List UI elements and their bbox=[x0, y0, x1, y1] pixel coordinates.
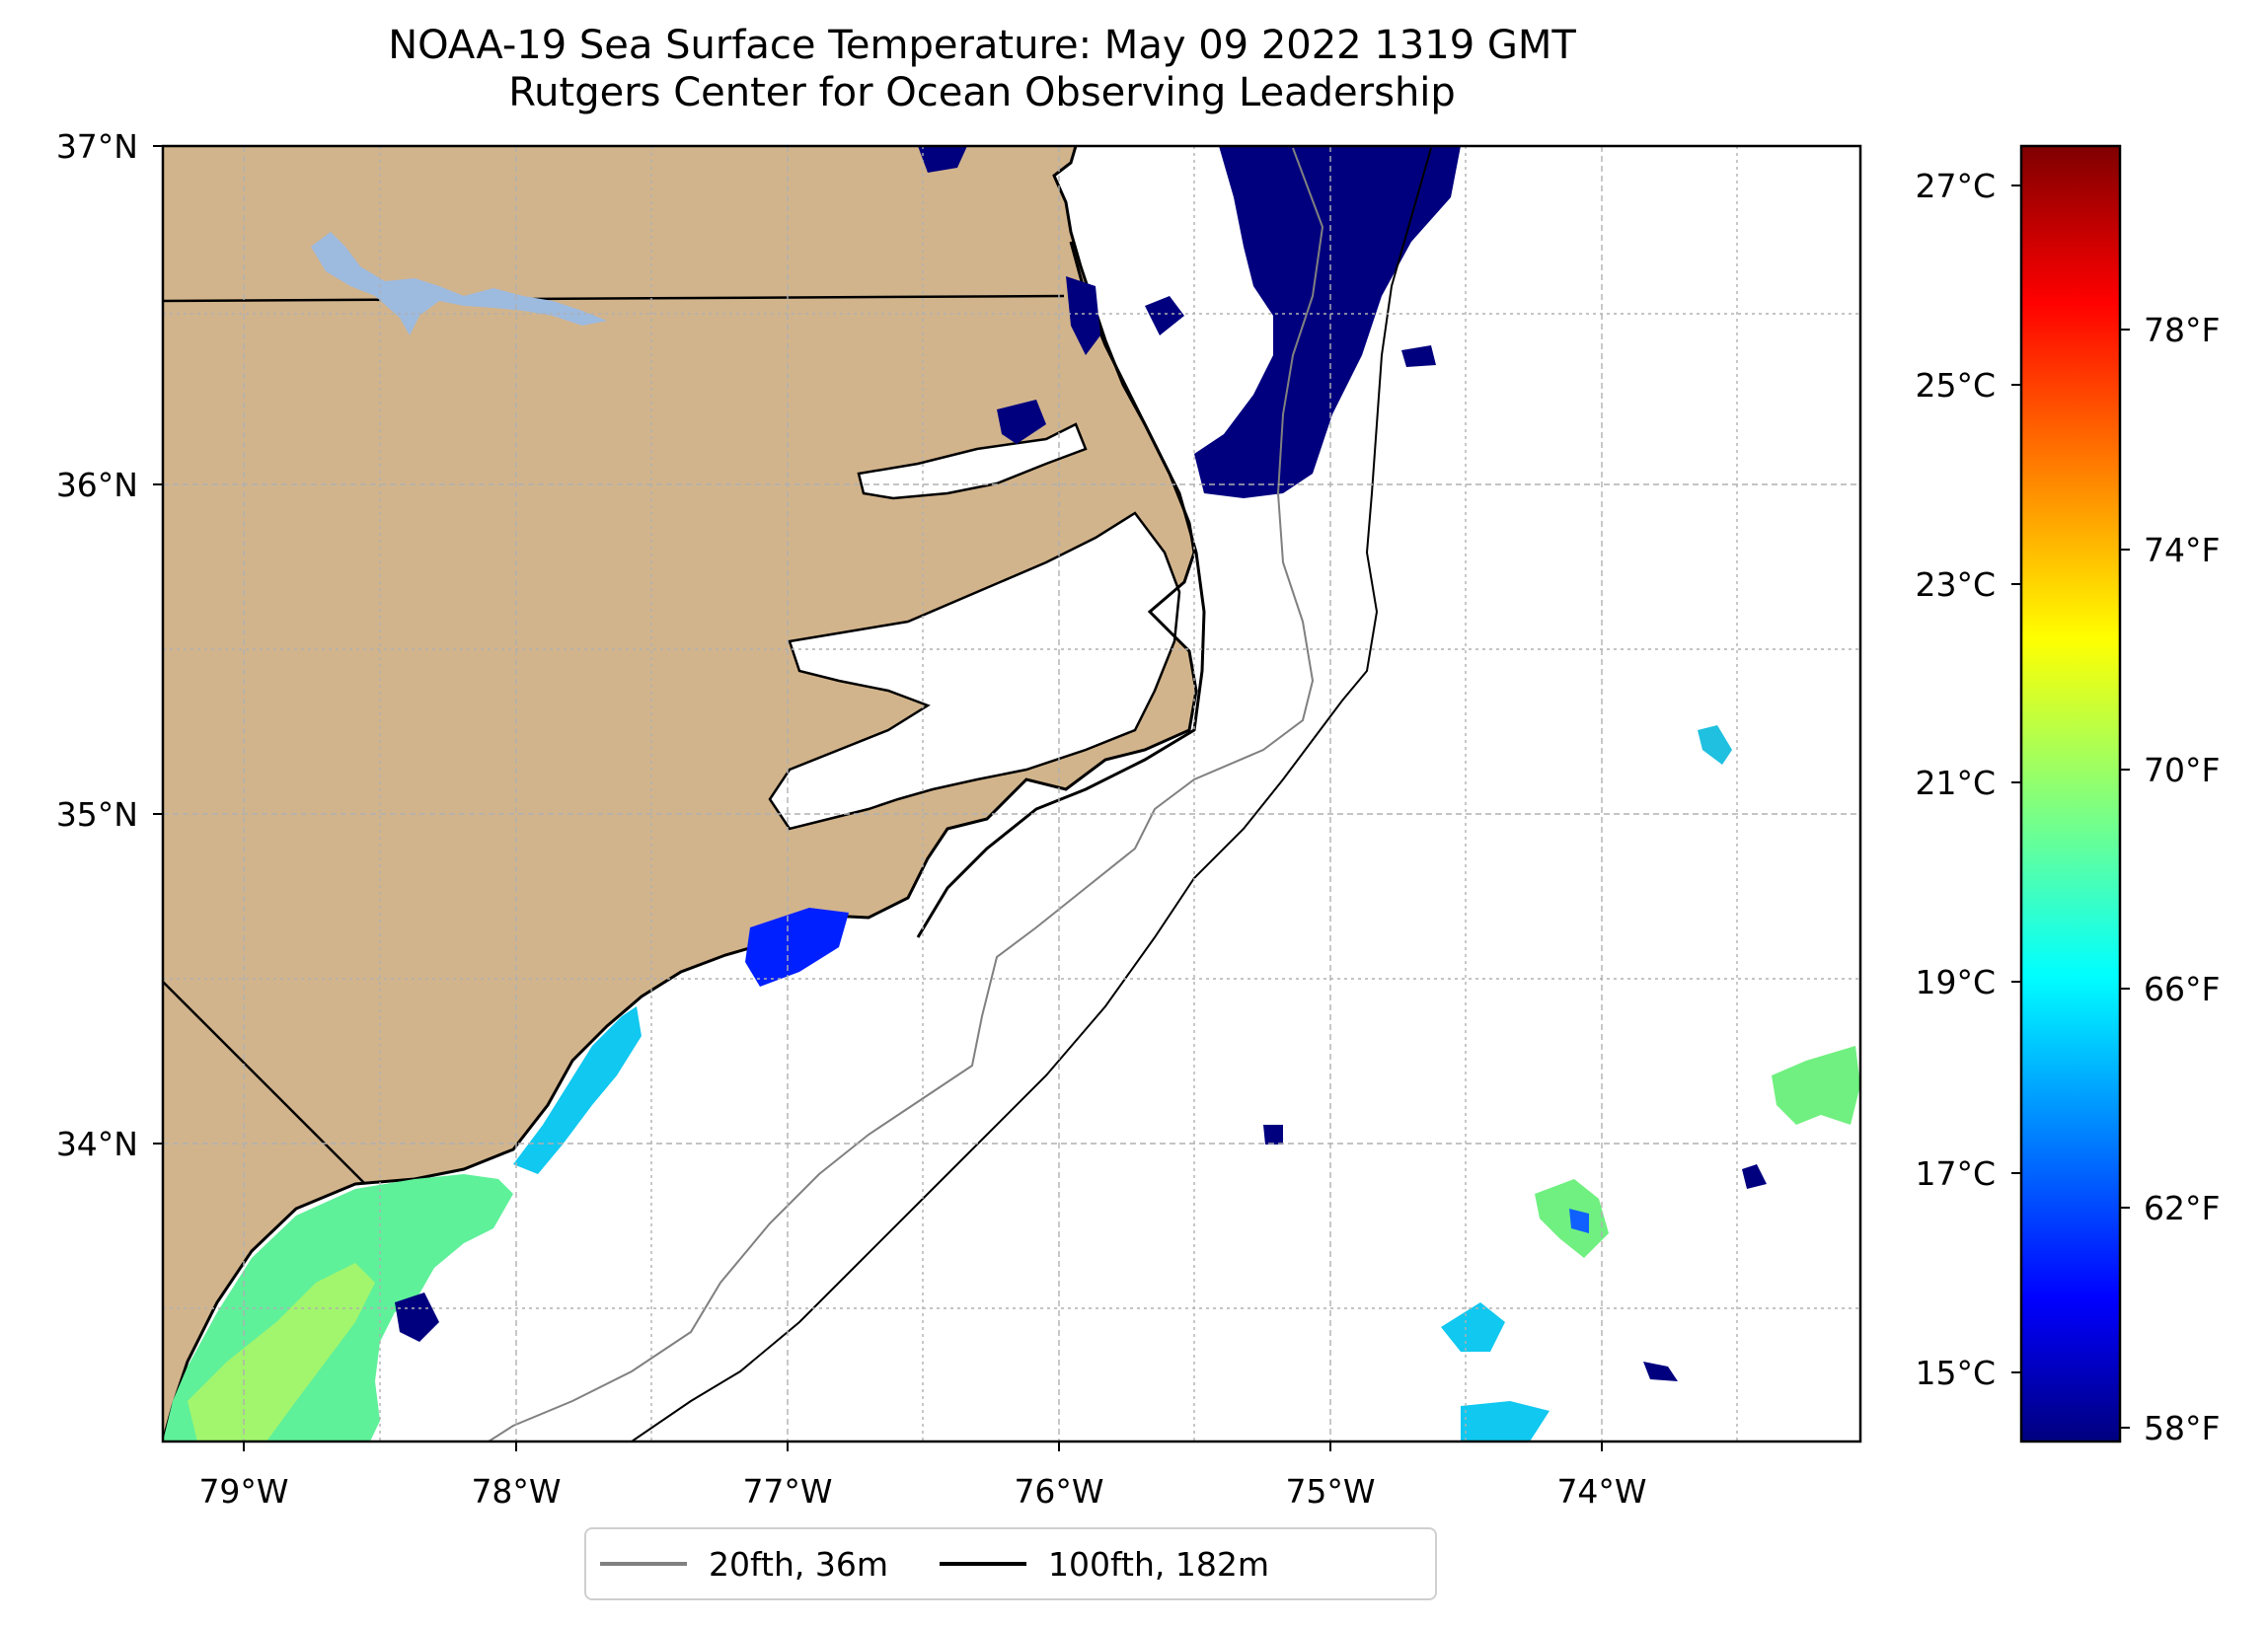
legend-entry-20fth: 20fth, 36m bbox=[600, 1545, 888, 1584]
celsius-tick-label: 25°C bbox=[1915, 366, 1996, 405]
legend-label: 100fth, 182m bbox=[1048, 1544, 1269, 1584]
fahrenheit-tick-label: 78°F bbox=[2144, 311, 2220, 349]
fahrenheit-tick-label: 62°F bbox=[2144, 1189, 2220, 1227]
legend-swatch-gray-line bbox=[600, 1562, 687, 1566]
colorbar-gradient bbox=[2021, 146, 2120, 1441]
celsius-tick-label: 19°C bbox=[1915, 963, 1996, 1001]
gridlines bbox=[163, 146, 1860, 1441]
lon-tick-label: 76°W bbox=[1014, 1472, 1103, 1511]
albemarle-sound bbox=[857, 422, 1088, 500]
lon-tick-label: 74°W bbox=[1556, 1472, 1646, 1511]
celsius-tick-label: 15°C bbox=[1915, 1354, 1996, 1392]
colorbar-celsius-ticks bbox=[2011, 185, 2021, 1373]
lat-tick-label: 37°N bbox=[56, 127, 138, 166]
coastline bbox=[163, 146, 1198, 1441]
lon-tick-label: 79°W bbox=[198, 1472, 288, 1511]
lon-tick-label: 78°W bbox=[471, 1472, 561, 1511]
lat-tick-label: 36°N bbox=[56, 466, 138, 504]
legend-swatch-black-line bbox=[940, 1562, 1026, 1566]
page-title: NOAA-19 Sea Surface Temperature: May 09 … bbox=[163, 22, 1801, 116]
longitude-axis bbox=[243, 1441, 1603, 1451]
lake-gaston bbox=[311, 232, 607, 335]
celsius-tick-label: 21°C bbox=[1915, 764, 1996, 802]
map-frame bbox=[161, 144, 1862, 1443]
sst-data-patches bbox=[163, 146, 1860, 1441]
lat-tick-label: 34°N bbox=[56, 1125, 138, 1163]
celsius-tick-label: 23°C bbox=[1915, 565, 1996, 604]
isobath-20fth bbox=[488, 147, 1324, 1441]
fahrenheit-tick-label: 70°F bbox=[2144, 751, 2220, 789]
title-line-2: Rutgers Center for Ocean Observing Leade… bbox=[508, 70, 1456, 115]
lat-tick-label: 35°N bbox=[56, 795, 138, 834]
isobath-100fth bbox=[631, 147, 1432, 1441]
colorbar-fahrenheit-ticks bbox=[2120, 329, 2130, 1429]
fahrenheit-tick-label: 58°F bbox=[2144, 1409, 2220, 1447]
latitude-axis bbox=[153, 145, 163, 1145]
legend-entry-100fth: 100fth, 182m bbox=[940, 1545, 1269, 1584]
state-border-va-nc bbox=[163, 294, 1065, 303]
celsius-tick-label: 17°C bbox=[1915, 1154, 1996, 1193]
isobath-legend: 20fth, 36m 100fth, 182m bbox=[584, 1527, 1437, 1600]
state-border-nc-sc bbox=[163, 981, 366, 1185]
celsius-tick-label: 27°C bbox=[1915, 167, 1996, 205]
fahrenheit-tick-label: 74°F bbox=[2144, 531, 2220, 569]
fahrenheit-tick-label: 66°F bbox=[2144, 970, 2220, 1008]
title-line-1: NOAA-19 Sea Surface Temperature: May 09 … bbox=[388, 23, 1576, 68]
legend-label: 20fth, 36m bbox=[709, 1544, 888, 1584]
lon-tick-label: 75°W bbox=[1285, 1472, 1375, 1511]
lon-tick-label: 77°W bbox=[742, 1472, 832, 1511]
colorbar-frame bbox=[2019, 144, 2122, 1443]
pamlico-sound bbox=[768, 511, 1181, 831]
